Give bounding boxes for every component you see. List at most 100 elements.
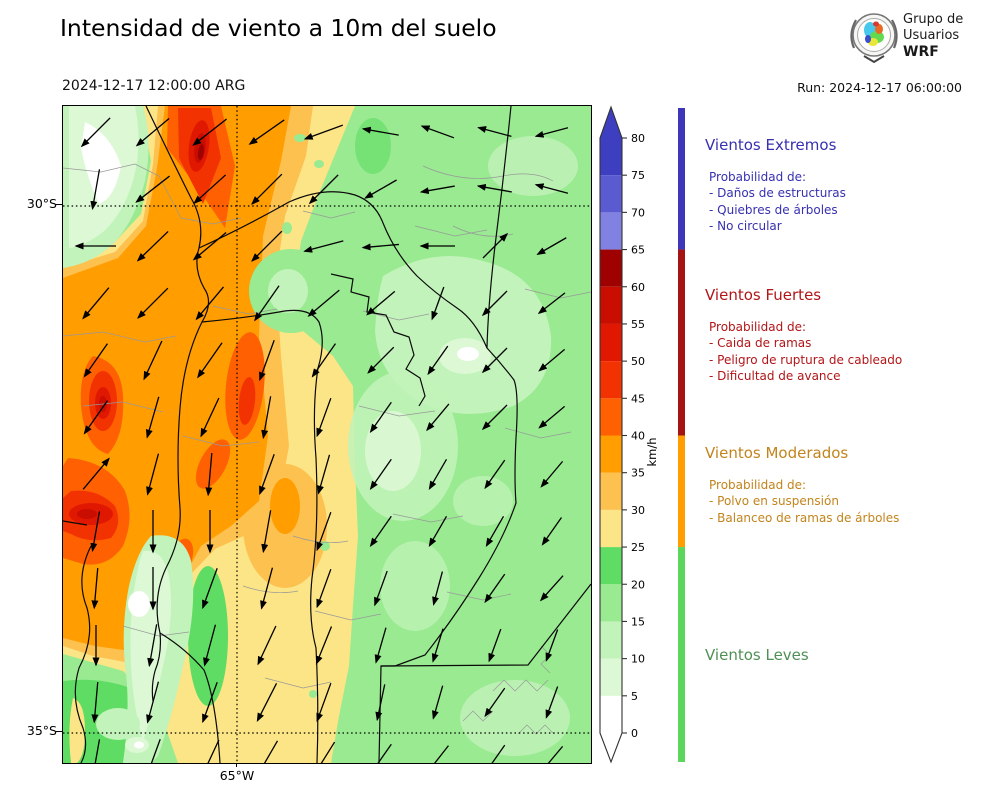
logo-line-2: Usuarios [903,28,960,43]
colorbar-tick-label: 80 [631,132,645,145]
wind-arrow [315,626,333,665]
wind-arrow [476,183,512,193]
wind-arrow [195,286,224,321]
wind-arrow [260,567,274,610]
contour-pale-se3 [453,476,513,526]
wind-arrow [203,624,217,667]
wind-arrow [539,575,564,602]
category-strip-segment [678,435,685,548]
wind-arrow [205,453,213,497]
prob-item: - Balanceo de ramas de árboles [709,510,900,525]
wind-arrow [256,682,278,723]
colorbar-tick-label: 45 [631,392,645,405]
contour-pale-se [460,680,570,756]
wind-arrow [150,739,161,763]
prob-title: Probabilidad de: [709,320,807,334]
logo-line-wrf: WRF [903,44,939,60]
wind-arrow [83,400,109,435]
wind-arrow [374,570,388,607]
logo-text: Grupo de Usuarios WRF [903,12,963,60]
contour-red45-central [238,377,256,425]
wind-arrow [80,117,111,148]
wind-arrow [307,289,340,317]
colorbar-segment [600,621,622,659]
contour-speck [314,160,324,168]
axis-tick [56,204,62,205]
wind-arrow [428,458,448,491]
wind-arrow [90,511,101,553]
wind-arrow [534,183,569,194]
contour-red60-core [197,144,205,160]
wind-arrow [369,458,392,490]
wind-arrow [537,292,566,315]
contour-red40-streak [195,439,231,489]
wind-arrow [316,511,332,552]
wind-arrow [316,397,332,438]
wind-arrow [193,174,227,205]
wind-arrow [263,740,279,763]
wind-arrow [94,739,101,763]
colorbar-tick-label: 5 [631,690,638,703]
wind-arrow [540,460,564,488]
wind-arrow [257,625,277,666]
colorbar-tick-label: 25 [631,541,645,554]
wind-arrow [374,627,387,664]
wind-arrow [303,240,344,253]
wind-arrow [485,515,505,548]
wind-arrow [484,459,506,490]
wind-arrow [361,243,399,251]
colorbar-tick-label: 60 [631,281,645,294]
wind-arrow [426,403,450,432]
colorbar-segment [600,509,622,548]
wind-arrow [202,568,218,610]
wind-arrow [427,345,449,376]
contour-orange-spot [270,478,300,534]
logo-line-1: Grupo de [903,12,964,27]
wrf-globe-logo-icon [850,13,898,64]
wind-arrow [477,126,512,138]
wind-arrow [545,686,559,719]
wind-arrow [83,343,109,378]
contour-pale-topright [488,136,578,196]
valid-time-label: 2024-12-17 12:00:00 ARG [62,78,246,94]
wind-arrow [259,340,275,382]
wind-arrow [320,741,336,763]
colorbar-tick-label: 70 [631,206,645,219]
wind-arrow [135,118,170,147]
wind-arrow [91,568,99,610]
wind-arrow [491,744,506,763]
wind-arrow [317,454,331,495]
colorbar-tick-label: 35 [631,467,645,480]
prob-item: - Quiebres de árboles [709,202,838,217]
colorbar-tick-label: 0 [631,727,638,740]
wind-arrow [364,179,397,199]
wind-arrow [482,232,509,259]
lon-label-65w: 65°W [219,768,255,783]
colorbar-segment [600,435,622,473]
colorbar-segment [600,286,622,324]
wind-arrow [434,745,449,763]
colorbar-segment [600,138,622,176]
wind-arrow [536,237,567,255]
contour-green20-top [355,118,391,174]
wind-intensity-map [62,105,592,764]
wind-arrow [369,515,392,547]
wind-arrow [207,739,220,763]
prob-item: - No circular [709,219,782,234]
legend-category-extremos: Vientos Extremos Probabilidad de: - Daño… [705,136,997,235]
colorbar-tick-label: 75 [631,169,645,182]
category-strip-segment [678,547,685,762]
wind-arrow [481,290,508,317]
colorbar-segment [600,398,622,436]
colorbar-tick-label: 40 [631,430,645,443]
wind-arrow [192,118,227,146]
wind-arrow [432,571,444,606]
colorbar-over-arrow [600,107,622,138]
wind-arrow [143,340,163,381]
wind-arrow [541,517,562,546]
colorbar-tick-label: 65 [631,244,645,257]
wind-arrow [534,127,569,138]
wind-arrow [484,573,506,604]
run-time-label: Run: 2024-12-17 06:00:00 [797,80,962,95]
prob-item: - Dificultad de avance [709,369,841,384]
